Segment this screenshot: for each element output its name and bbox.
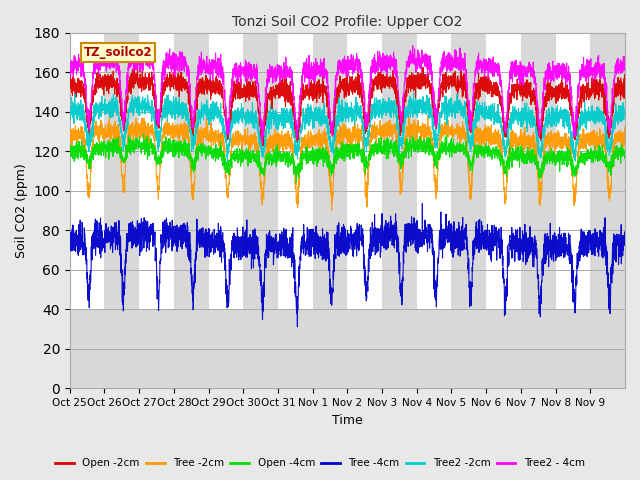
Legend: Open -2cm, Tree -2cm, Open -4cm, Tree -4cm, Tree2 -2cm, Tree2 - 4cm: Open -2cm, Tree -2cm, Open -4cm, Tree -4…: [51, 454, 589, 472]
Bar: [243, 33, 278, 388]
Bar: [70, 309, 625, 388]
Bar: [382, 33, 417, 388]
X-axis label: Time: Time: [332, 414, 363, 427]
Y-axis label: Soil CO2 (ppm): Soil CO2 (ppm): [15, 163, 28, 258]
Bar: [451, 33, 486, 388]
Bar: [174, 33, 209, 388]
Bar: [590, 33, 625, 388]
Bar: [104, 33, 139, 388]
Bar: [521, 33, 556, 388]
Bar: [313, 33, 348, 388]
Title: Tonzi Soil CO2 Profile: Upper CO2: Tonzi Soil CO2 Profile: Upper CO2: [232, 15, 463, 29]
Text: TZ_soilco2: TZ_soilco2: [84, 46, 152, 59]
